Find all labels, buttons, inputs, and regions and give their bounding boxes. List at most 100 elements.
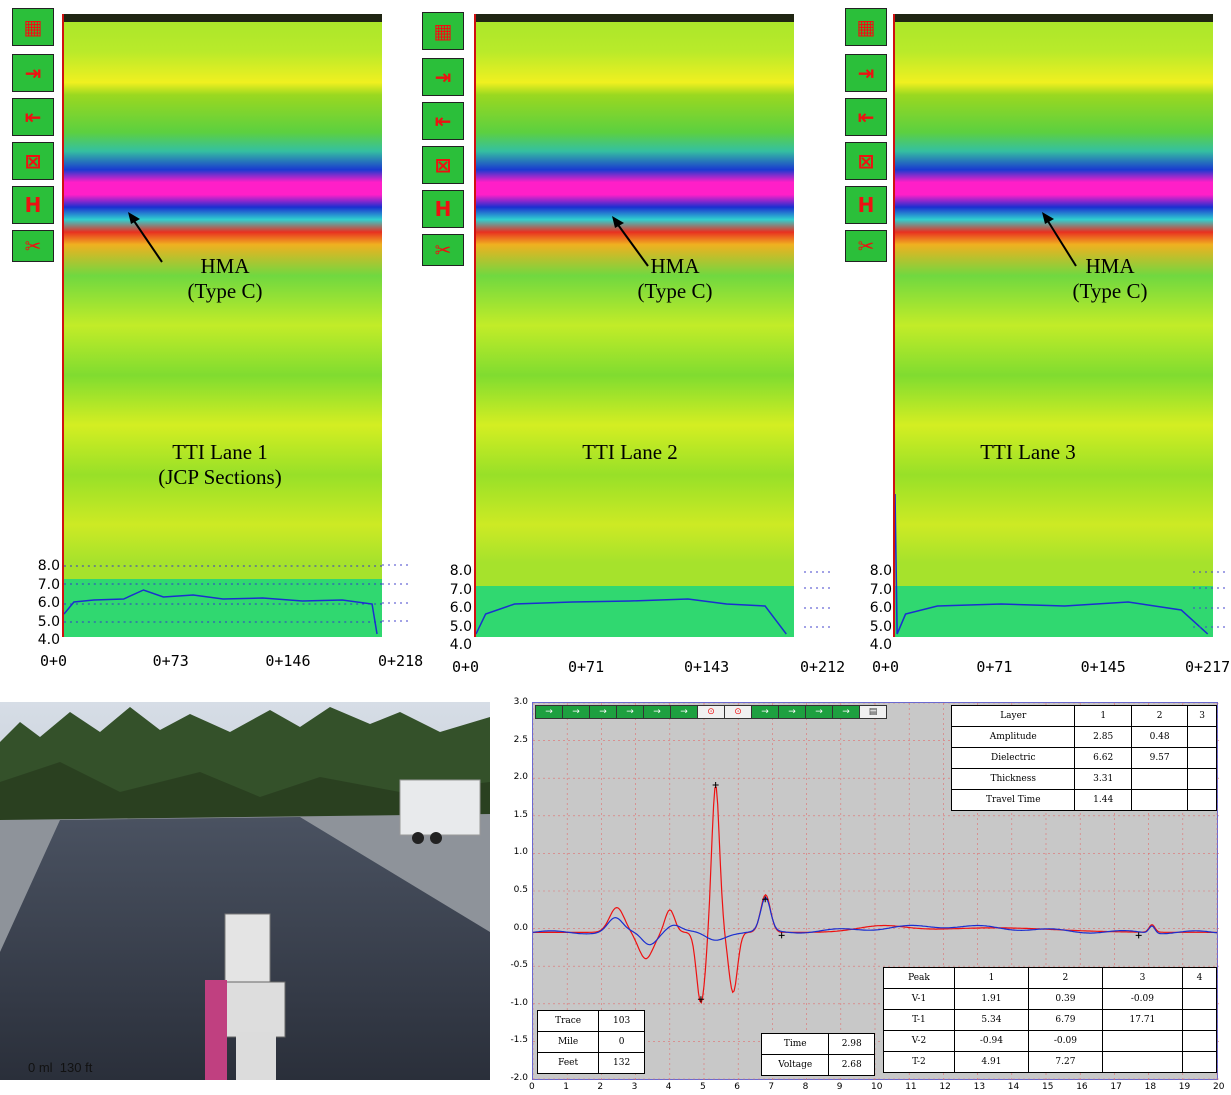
- delete-range-icon[interactable]: ⊠: [12, 142, 54, 180]
- x-tick: 11: [905, 1082, 917, 1092]
- table-cell: [1187, 726, 1217, 748]
- scale-tick: 5.0: [449, 618, 472, 635]
- x-tick: 8: [802, 1082, 809, 1092]
- layers-icon[interactable]: ▦: [845, 8, 887, 46]
- table-row: Voltage 2.68: [760, 1054, 875, 1076]
- blue-waveform: [533, 896, 1218, 946]
- table-header-cell: 1: [1074, 705, 1132, 727]
- scale-tick: 8.0: [869, 563, 892, 579]
- table-cell: [1130, 789, 1189, 811]
- distance-tick: 0+73: [152, 652, 189, 670]
- distance-tick: 0+218: [378, 652, 424, 670]
- move-left-delete-icon[interactable]: ⇤: [845, 98, 887, 136]
- table-cell: Dielectric: [950, 747, 1076, 769]
- delete-range-icon[interactable]: ⊠: [845, 142, 887, 180]
- table-cell: 2.85: [1074, 726, 1132, 748]
- x-tick: 9: [836, 1082, 843, 1092]
- road-video-frame: 0 ml 130 ft: [0, 702, 490, 1080]
- table-cell: Voltage: [760, 1054, 830, 1076]
- y-tick: 1.5: [513, 809, 528, 820]
- radar-panel-lane1[interactable]: [62, 14, 382, 637]
- move-right-delete-icon[interactable]: ⇥: [845, 54, 887, 92]
- radar-panel-lane3[interactable]: [893, 14, 1213, 637]
- waveform-plot[interactable]: → → → → → → ⊙ ⊙ → → → → ▤ Layer 1 2 3 Amplitude 2.85 0.48 D…: [532, 702, 1219, 1081]
- table-cell: [1182, 1051, 1217, 1073]
- h-icon[interactable]: H: [12, 186, 54, 224]
- table-cell: -0.94: [953, 1030, 1029, 1052]
- layers-icon[interactable]: ▦: [12, 8, 54, 46]
- zoom-out-icon[interactable]: ⊙: [724, 705, 752, 719]
- arrow-line: [1045, 217, 1077, 267]
- scissors-icon[interactable]: ✂: [845, 230, 887, 262]
- table-cell: Travel Time: [950, 789, 1076, 811]
- prev-icon[interactable]: →: [805, 705, 833, 719]
- scale-tick: 7.0: [449, 581, 472, 598]
- table-cell: 6.62: [1074, 747, 1132, 769]
- table-cell: [1187, 768, 1217, 790]
- x-tick: 0: [529, 1082, 535, 1092]
- distance-tick: 0+71: [568, 658, 605, 676]
- distance-tick: 0+143: [684, 658, 730, 676]
- move-left-delete-icon[interactable]: ⇤: [422, 102, 464, 140]
- y-tick: -0.5: [510, 960, 528, 971]
- table-row: Mile 0: [536, 1031, 645, 1053]
- export-icon[interactable]: →: [670, 705, 698, 719]
- layers-icon[interactable]: ▦: [422, 12, 464, 50]
- table-row: Thickness 3.31: [950, 768, 1217, 790]
- table-cell: [1187, 789, 1217, 811]
- go-last-icon[interactable]: →: [778, 705, 806, 719]
- left-arrow-icon[interactable]: →: [589, 705, 617, 719]
- table-cell: [1182, 1030, 1217, 1052]
- step-icon[interactable]: →: [562, 705, 590, 719]
- go-first-icon[interactable]: →: [751, 705, 779, 719]
- peak-table: Peak 1 2 3 4 V-1 1.91 0.39 -0.09 T-1 5.34 6.79 17.71…: [883, 967, 1217, 1073]
- scale-tick: 6.0: [449, 600, 472, 616]
- dotted-extensions: [382, 564, 1225, 628]
- peak-marker: [778, 932, 785, 939]
- move-right-delete-icon[interactable]: ⇥: [12, 54, 54, 92]
- lane-label-lane2: TTI Lane 2: [582, 440, 678, 464]
- table-row: V-1 1.91 0.39 -0.09: [883, 988, 1217, 1010]
- h-icon[interactable]: H: [422, 190, 464, 228]
- next-icon[interactable]: →: [832, 705, 860, 719]
- table-cell: [1101, 1030, 1184, 1052]
- table-row: V-2 -0.94 -0.09: [883, 1030, 1217, 1052]
- print-icon[interactable]: ▤: [859, 705, 887, 719]
- table-header-cell: 3: [1101, 967, 1184, 989]
- undo-icon[interactable]: →: [643, 705, 671, 719]
- arrow-head: [1042, 212, 1054, 224]
- table-cell: Feet: [536, 1052, 600, 1074]
- table-row: Amplitude 2.85 0.48: [950, 726, 1217, 748]
- arrow-line: [615, 221, 649, 267]
- road-scene: [0, 702, 490, 1080]
- trace-table: Trace 103 Mile 0 Feet 132: [536, 1010, 645, 1074]
- table-row: Feet 132: [536, 1052, 645, 1074]
- annotation-arrows: [128, 212, 1077, 267]
- scale-tick: 8.0: [37, 558, 60, 574]
- table-cell: T-1: [883, 1009, 955, 1031]
- table-header-cell: 4: [1182, 967, 1217, 989]
- arrow-line: [131, 217, 163, 263]
- scissors-icon[interactable]: ✂: [422, 234, 464, 266]
- play-icon[interactable]: →: [535, 705, 563, 719]
- distance-tick: 0+217: [1185, 658, 1231, 676]
- arrow-head: [612, 216, 624, 228]
- delete-range-icon[interactable]: ⊠: [422, 146, 464, 184]
- radar-panel-lane2[interactable]: [474, 14, 794, 637]
- x-tick: 5: [700, 1082, 706, 1092]
- x-tick: 16: [1076, 1082, 1088, 1092]
- x-tick: 7: [768, 1082, 775, 1092]
- table-cell: -0.09: [1101, 988, 1184, 1010]
- peak-marker: [762, 896, 769, 903]
- move-right-delete-icon[interactable]: ⇥: [422, 58, 464, 96]
- table-header-cell: 3: [1187, 705, 1217, 727]
- h-icon[interactable]: H: [845, 186, 887, 224]
- scale-tick: 5.0: [869, 618, 892, 635]
- distance-tick: 0+145: [1080, 658, 1126, 676]
- scissors-icon[interactable]: ✂: [12, 230, 54, 262]
- right-arrow-icon[interactable]: →: [616, 705, 644, 719]
- table-header-cell: 2: [1130, 705, 1189, 727]
- x-tick: 17: [1110, 1082, 1122, 1092]
- move-left-delete-icon[interactable]: ⇤: [12, 98, 54, 136]
- zoom-in-icon[interactable]: ⊙: [697, 705, 725, 719]
